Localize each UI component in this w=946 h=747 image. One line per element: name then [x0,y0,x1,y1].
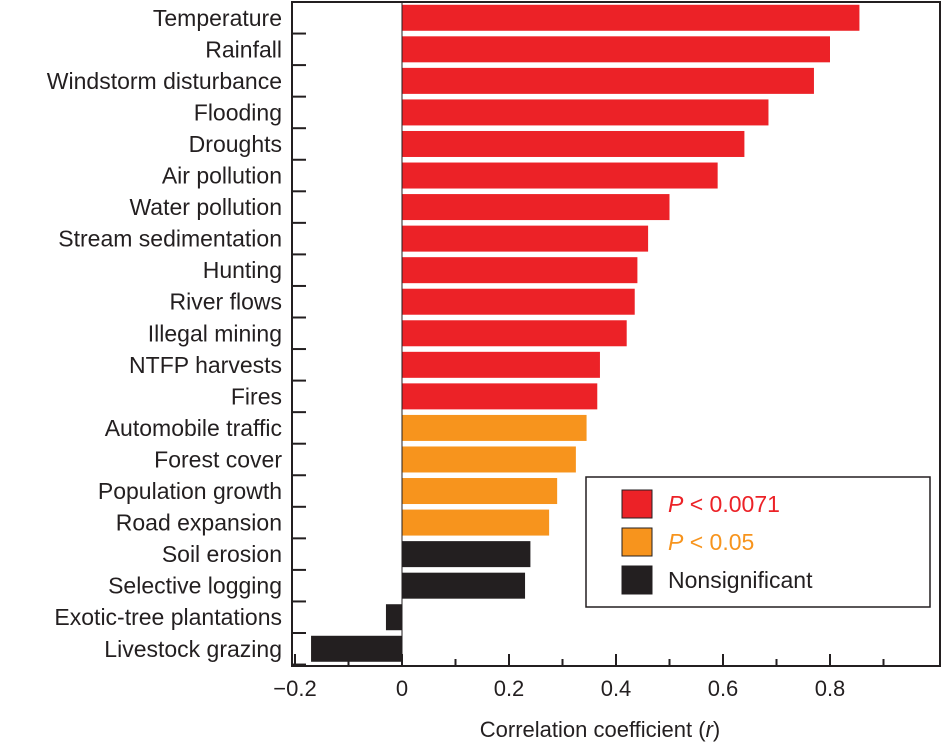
x-tick-label: 0 [396,676,408,701]
legend-swatch-ns [621,565,653,595]
legend-label-p0071: P < 0.0071 [668,491,780,517]
bar-air-pollution [402,162,718,189]
category-label: Air pollution [162,163,282,189]
bar-windstorm-disturbance [402,67,814,94]
bar-illegal-mining [402,320,627,347]
legend-label-text: < 0.05 [683,529,754,555]
category-labels: Temperature Rainfall Windstorm disturbance… [47,5,283,662]
legend-label-p05: P < 0.05 [668,529,754,555]
category-label: Soil erosion [162,541,282,567]
bar-livestock-grazing [311,635,402,662]
bar-exotic-tree-plantations [385,604,402,631]
category-label: Livestock grazing [104,636,282,662]
bar-rainfall [402,36,830,63]
bar-road-expansion [402,509,550,536]
category-label: Fires [231,383,282,409]
x-tick-label: 0.6 [708,676,739,701]
bar-population-growth [402,478,558,505]
x-tick-labels: −0.2 0 0.2 0.4 0.6 0.8 [273,676,845,701]
category-label: Droughts [189,131,282,157]
category-label: Hunting [203,257,282,283]
bar-droughts [402,130,745,157]
category-label: Flooding [194,99,282,125]
bar-water-pollution [402,194,670,221]
category-label: Automobile traffic [105,415,282,441]
category-label: NTFP harvests [129,352,282,378]
category-label: River flows [170,289,282,315]
bar-soil-erosion [402,541,531,568]
x-axis-title: Correlation coefficient (r) [480,717,720,742]
legend-swatch-p05 [621,527,653,557]
category-label: Exotic-tree plantations [54,604,282,630]
category-label: Selective logging [108,573,282,599]
ticks-layer [292,1,885,666]
category-label: Forest cover [154,446,282,472]
bar-river-flows [402,288,635,315]
category-label: Water pollution [129,194,282,220]
legend-label-text: Nonsignificant [668,567,813,593]
x-tick-label: −0.2 [273,676,316,701]
bar-automobile-traffic [402,414,587,441]
x-tick-label: 0.8 [815,676,846,701]
legend-label-ns: Nonsignificant [668,567,813,593]
category-label: Temperature [153,5,282,31]
legend-label-italic: P [668,529,684,555]
legend-label-text: < 0.0071 [683,491,780,517]
plot-frame [291,1,941,667]
legend-swatch-p0071 [621,489,653,519]
x-tick-label: 0.4 [601,676,632,701]
bar-ntfp-harvests [402,351,600,378]
x-axis-title-prefix: Correlation coefficient ( [480,717,706,742]
category-label: Windstorm disturbance [47,68,282,94]
bar-temperature [402,4,860,31]
category-label: Road expansion [116,510,282,536]
bar-stream-sedimentation [402,225,649,252]
x-axis-title-suffix: ) [713,717,720,742]
category-label: Stream sedimentation [58,226,282,252]
x-tick-label: 0.2 [494,676,525,701]
legend-label-italic: P [668,491,684,517]
category-label: Rainfall [205,36,282,62]
bar-selective-logging [402,572,526,599]
bar-hunting [402,257,638,284]
x-axis-title-variable: r [706,717,715,742]
bar-flooding [402,99,769,126]
bar-forest-cover [402,446,576,473]
category-label: Population growth [98,478,282,504]
bar-fires [402,383,598,410]
category-label: Illegal mining [148,320,282,346]
bars-layer [311,4,860,662]
